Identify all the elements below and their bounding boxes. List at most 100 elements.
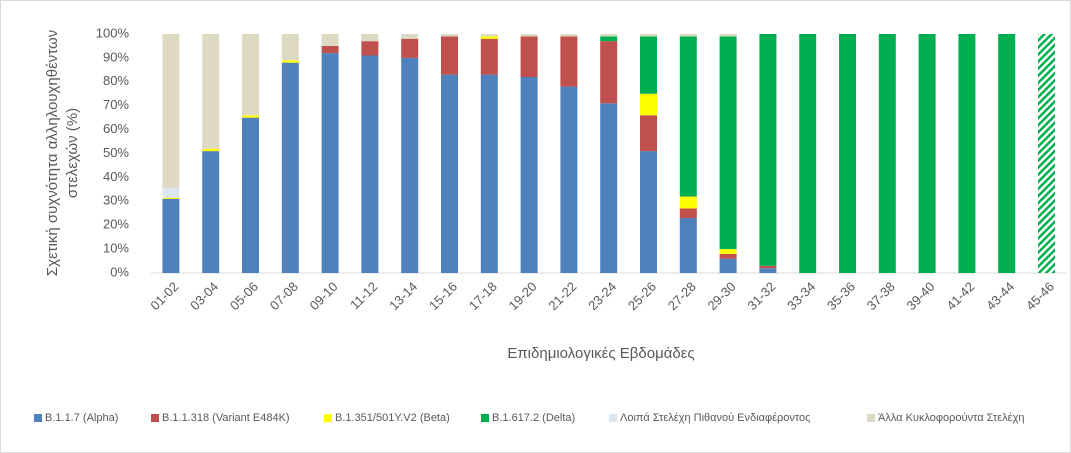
bar-segment xyxy=(719,36,737,250)
bar-segment xyxy=(679,218,697,273)
x-tick-label: 03-04 xyxy=(187,279,221,313)
legend-label: B.1.617.2 (Delta) xyxy=(492,412,575,424)
bar-segment xyxy=(162,188,180,198)
bar-segment xyxy=(162,34,180,189)
bar-segment xyxy=(679,208,697,219)
y-tick-label: 100% xyxy=(96,25,130,40)
legend-swatch xyxy=(34,414,42,422)
bar-segment xyxy=(560,86,578,273)
y-tick-label: 60% xyxy=(103,121,129,136)
y-tick-label: 0% xyxy=(110,264,129,279)
x-tick-label: 11-12 xyxy=(347,279,380,312)
bar-segment xyxy=(679,196,697,209)
y-tick-label: 20% xyxy=(103,217,129,232)
y-tick-label: 80% xyxy=(103,73,129,88)
x-tick-label: 33-34 xyxy=(784,279,818,313)
x-tick-label: 43-44 xyxy=(983,279,1017,313)
bar-segment xyxy=(361,34,379,42)
x-tick-label: 35-36 xyxy=(824,279,858,313)
bar-segment xyxy=(281,62,299,274)
bar-segment xyxy=(480,74,498,273)
bar-segment xyxy=(560,34,578,37)
bar-segment xyxy=(839,34,856,273)
bar-segment xyxy=(600,36,618,42)
y-tick-label: 30% xyxy=(103,193,129,208)
bar-segment xyxy=(321,53,339,274)
bar-segment xyxy=(480,36,498,39)
bar-segment xyxy=(242,117,259,274)
legend-label: Λοιπά Στελέχη Πιθανού Ενδιαφέροντος xyxy=(620,412,810,424)
bar-segment xyxy=(600,103,618,273)
legend-swatch xyxy=(324,414,332,422)
bar-segment xyxy=(600,41,618,104)
legend-label: B.1.1.318 (Variant E484K) xyxy=(162,412,290,424)
bar-segment xyxy=(640,115,657,152)
x-tick-label: 05-06 xyxy=(227,279,261,313)
bar-segment xyxy=(361,55,379,274)
legend-swatch xyxy=(609,414,617,422)
bar-segment xyxy=(640,36,657,94)
y-tick-label: 50% xyxy=(103,145,129,160)
bar-segment xyxy=(480,34,498,37)
bar-segment xyxy=(321,45,339,54)
x-tick-label: 09-10 xyxy=(307,279,341,313)
y-tick-label: 10% xyxy=(103,241,129,256)
bar-segment xyxy=(441,34,458,37)
bar-segment xyxy=(640,151,657,273)
x-tick-label: 23-24 xyxy=(585,279,619,313)
bar-segment xyxy=(799,34,817,273)
bar-segment xyxy=(162,198,180,273)
x-tick-label: 39-40 xyxy=(904,279,938,313)
bar-segment xyxy=(998,34,1016,273)
x-axis-title: Επιδημιολογικές Εβδομάδες xyxy=(507,345,694,362)
bar-segment xyxy=(719,253,737,259)
x-tick-label: 01-02 xyxy=(147,279,181,313)
y-tick-label: 90% xyxy=(103,49,129,64)
legend-swatch xyxy=(867,414,875,422)
x-tick-label: 13-14 xyxy=(386,279,420,313)
bar-segment xyxy=(242,115,259,118)
bar-segment xyxy=(242,34,259,116)
bar-segment xyxy=(202,148,220,152)
x-tick-label: 45-46 xyxy=(1023,279,1057,313)
bar-segment xyxy=(878,34,896,273)
bar-segment xyxy=(1038,34,1055,273)
bar-segment xyxy=(401,57,419,274)
bar-segment xyxy=(361,41,379,56)
x-tick-label: 07-08 xyxy=(267,279,301,313)
bar-segment xyxy=(560,36,578,87)
bar-segment xyxy=(401,34,419,39)
bar-segment xyxy=(719,258,737,273)
bar-segment xyxy=(321,34,339,46)
bar-segment xyxy=(719,34,737,37)
bar-segment xyxy=(520,34,538,37)
bar-segment xyxy=(520,36,538,78)
bar-segment xyxy=(202,34,220,149)
bar-segment xyxy=(441,36,458,75)
bar-segment xyxy=(480,38,498,75)
x-tick-label: 17-18 xyxy=(466,279,500,313)
legend-label: Άλλα Κυκλοφορούντα Στελέχη xyxy=(878,412,1024,424)
x-tick-label: 15-16 xyxy=(426,279,460,313)
x-tick-label: 37-38 xyxy=(864,279,898,313)
x-tick-label: 31-32 xyxy=(744,279,778,313)
bar-segment xyxy=(202,151,220,273)
bar-segment xyxy=(719,249,737,254)
x-tick-label: 21-22 xyxy=(545,279,579,313)
legend-label: B.1.1.7 (Alpha) xyxy=(45,412,118,424)
bar-segment xyxy=(520,77,538,274)
bar-segment xyxy=(281,34,299,61)
legend-swatch xyxy=(151,414,159,422)
x-tick-label: 27-28 xyxy=(665,279,699,313)
legend-label: B.1.351/501Y.V2 (Beta) xyxy=(335,412,450,424)
bar-segment xyxy=(162,197,180,199)
y-tick-label: 40% xyxy=(103,169,129,184)
y-axis-title: Σχετική συχνότητα αλληλουχηθέντων xyxy=(44,30,61,276)
bar-segment xyxy=(918,34,936,273)
bar-segment xyxy=(958,34,976,273)
bar-segment xyxy=(679,36,697,197)
x-tick-label: 25-26 xyxy=(625,279,659,313)
bar-segment xyxy=(640,93,657,116)
y-axis-title: στελεχών (%) xyxy=(64,108,81,198)
